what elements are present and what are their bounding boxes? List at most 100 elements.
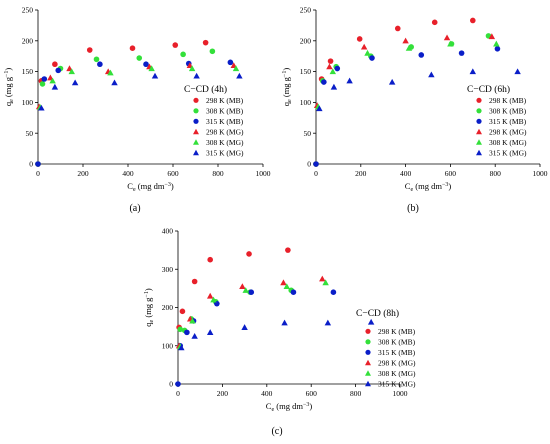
panel-a-x-tick-label: 200 xyxy=(77,169,89,178)
panel-c-x-tick-label: 200 xyxy=(217,389,229,398)
panel-a-y-tick-label: 0 xyxy=(29,160,33,169)
panel-b-series-4-point xyxy=(443,34,451,41)
panel-b-y-tick-label: 100 xyxy=(300,98,312,107)
panel-a-series-3-point xyxy=(143,61,149,68)
panel-c-series-1-point xyxy=(207,256,213,263)
panel-b-series-3-point xyxy=(369,55,375,61)
panel-c-legend-entry: 298 K (MG) xyxy=(378,359,416,368)
panel-a-series-6-point xyxy=(193,72,200,79)
panel-b-y-tick-label: 250 xyxy=(300,6,312,15)
panel-c-series-6-point xyxy=(241,324,248,330)
panel-b-legend-marker xyxy=(476,128,482,135)
panel-a-legend-entry: 315 K (MG) xyxy=(206,149,244,158)
panel-c-series-6-point xyxy=(191,332,198,339)
panel-b-series-3-point xyxy=(334,65,341,72)
panel-b-series-5-point xyxy=(447,40,454,47)
panel-a-series-2-point xyxy=(180,51,186,58)
panel-a-legend-marker xyxy=(193,118,199,124)
panel-a-x-tick-label: 600 xyxy=(167,169,179,178)
panel-a-x-tick-label: 800 xyxy=(212,169,224,178)
panel-a-y-tick-label: 100 xyxy=(22,98,34,107)
panel-c-y-tick-label: 100 xyxy=(162,341,174,350)
panel-b-y-tick-label: 150 xyxy=(300,67,312,76)
panel-a-x-tick-label: 0 xyxy=(36,169,40,178)
panel-a-series-6-point xyxy=(71,79,79,86)
panel-a-legend-entry: 298 K (MG) xyxy=(206,128,244,137)
panel-b-series-1-point xyxy=(327,58,334,64)
panel-b-series-5-point xyxy=(405,44,413,51)
panel-c-legend-marker xyxy=(365,359,371,366)
panel-b-x-tick-label: 0 xyxy=(314,169,318,178)
panel-c-legend-marker xyxy=(365,380,371,387)
panel-b-legend-entry: 315 K (MG) xyxy=(489,149,527,158)
panel-b-legend-marker xyxy=(476,139,482,145)
panel-a-series-5-point xyxy=(49,77,56,84)
panel-b-legend-entry: 308 K (MG) xyxy=(489,138,527,147)
panel-a-series-2-point xyxy=(93,56,100,63)
panel-b-series-4-point xyxy=(326,63,333,70)
panel-a-series-6-point xyxy=(51,83,59,90)
panel-a-legend-marker xyxy=(193,139,199,145)
panel-a-legend-marker xyxy=(193,128,199,135)
panel-c-series-4-point xyxy=(319,275,326,282)
panel-a-x-tick-label: 1000 xyxy=(256,169,271,178)
panel-c-series-3-point xyxy=(290,289,297,296)
panel-c-series-5-point xyxy=(189,317,196,324)
panel-b-series-4-point xyxy=(360,43,368,50)
panel-c-x-tick-label: 800 xyxy=(350,389,362,398)
panel-b-legend-marker xyxy=(476,97,482,103)
panel-c-x-tick-label: 400 xyxy=(261,389,273,398)
panel-a-series-6-point xyxy=(111,79,118,86)
panel-b-series-1-point xyxy=(394,25,401,32)
panel-a-series-3-point xyxy=(55,67,62,74)
panel-c-series-1-point xyxy=(191,278,198,285)
panel-a-series-1-point xyxy=(52,61,58,68)
panel-a-series-5-point xyxy=(68,68,75,75)
panel-c-series-3-point xyxy=(248,289,255,296)
panel-a-series-2-point xyxy=(39,81,46,87)
panel-c-x-tick-label: 0 xyxy=(176,389,180,398)
panel-a-y-tick-label: 250 xyxy=(22,6,34,15)
panel-c-title: C−CD (8h) xyxy=(356,308,399,319)
panel-c-legend-entry: 308 K (MG) xyxy=(378,369,416,378)
panel-c-y-axis-label: qe (mg g−1) xyxy=(143,288,155,327)
panel-b-legend-marker xyxy=(476,149,482,156)
panel-c-legend-entry: 308 K (MB) xyxy=(378,338,416,347)
panel-a-y-tick-label: 200 xyxy=(22,36,34,45)
panel-a-legend-entry: 308 K (MB) xyxy=(206,107,244,116)
panel-a-label: (a) xyxy=(129,203,140,214)
panel-a-series-3-point xyxy=(97,61,103,68)
panel-c-y-tick-label: 0 xyxy=(169,380,173,389)
panel-c-legend-entry: 298 K (MB) xyxy=(378,327,416,336)
panel-b-series-6-point xyxy=(330,83,338,90)
panel-b-legend-entry: 298 K (MB) xyxy=(489,96,527,105)
panel-c-series-5-point xyxy=(283,283,290,290)
panel-a-y-tick-label: 150 xyxy=(22,67,34,76)
panel-b-x-tick-label: 600 xyxy=(445,169,457,178)
panel-a-series-2-point xyxy=(136,55,143,61)
panel-a-series-3-point xyxy=(227,59,234,66)
panel-b-y-tick-label: 50 xyxy=(304,129,312,138)
panel-a-y-tick-label: 50 xyxy=(26,129,34,138)
panel-a-series-3-point xyxy=(41,76,48,82)
panel-b-series-6-point xyxy=(469,68,477,75)
panel-b-x-tick-label: 1000 xyxy=(533,169,548,178)
panel-a-series-6-point xyxy=(236,72,243,79)
panel-a-series-3-point xyxy=(35,161,41,167)
panel-c-series-3-point xyxy=(175,381,181,387)
panel-c-series-4-point xyxy=(239,283,246,290)
panel-b-title: C−CD (6h) xyxy=(467,84,510,95)
panel-c-series-6-point xyxy=(324,319,332,326)
panel-a-series-1-point xyxy=(202,39,209,46)
panel-b-legend-marker xyxy=(476,108,482,114)
panel-c-series-6-point xyxy=(281,319,288,326)
panel-b-series-6-point xyxy=(514,68,521,75)
panel-c-legend-entry: 315 K (MG) xyxy=(378,380,416,389)
panel-b-series-6-point xyxy=(388,78,396,85)
panel-c-series-6-point xyxy=(367,318,375,325)
panel-c-label: (c) xyxy=(271,426,282,437)
panel-a-series-5-point xyxy=(107,69,114,76)
panel-b-legend-entry: 315 K (MB) xyxy=(489,117,527,126)
panel-b-series-4-point xyxy=(402,37,409,44)
